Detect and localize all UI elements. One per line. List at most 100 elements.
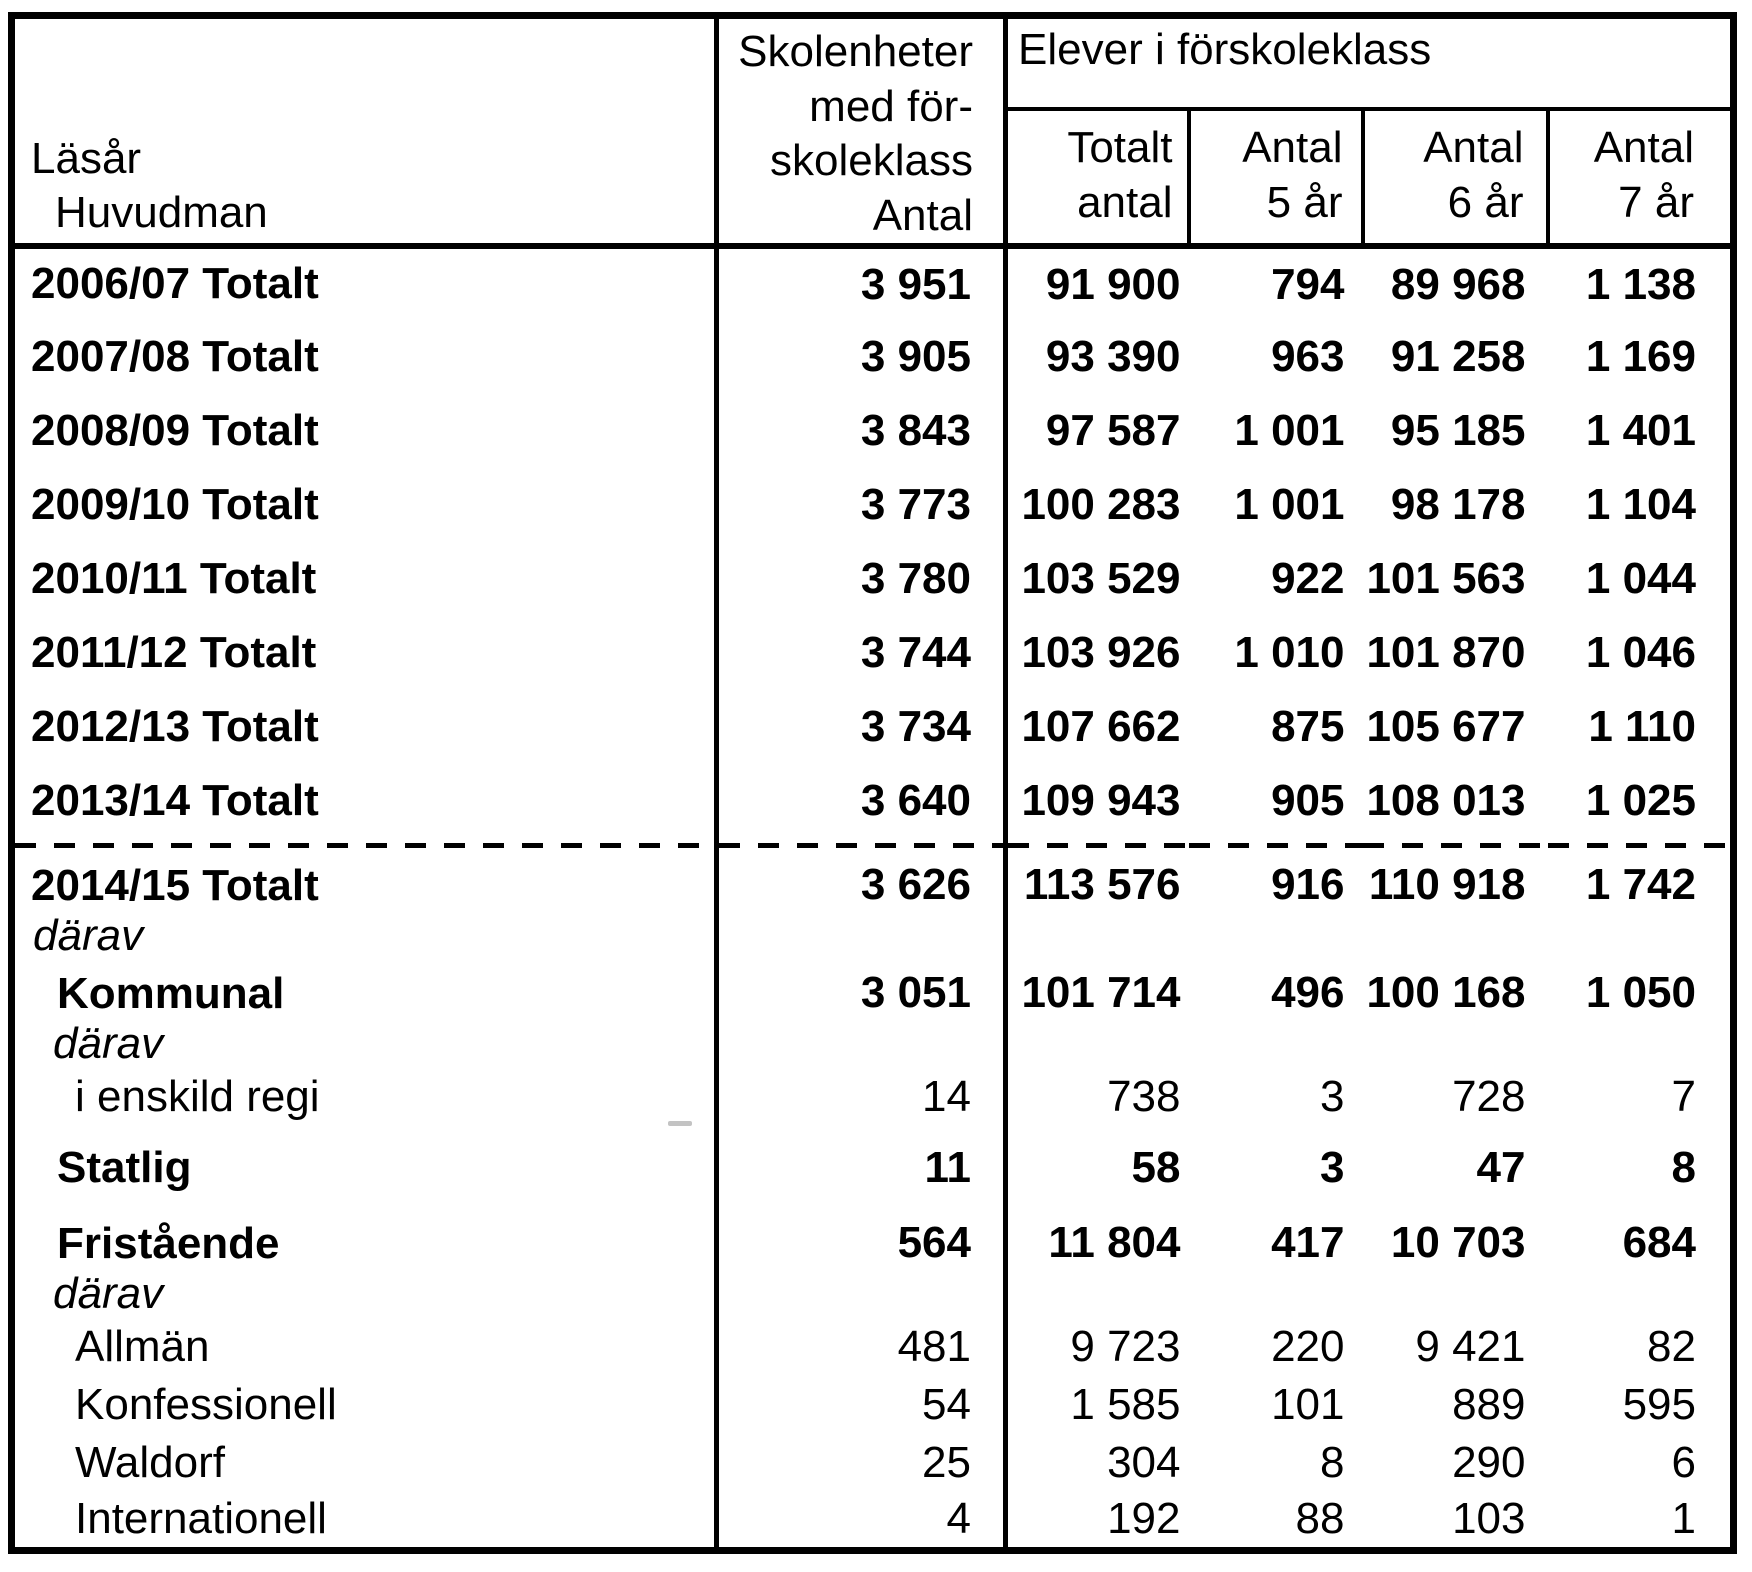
row-label-cell: 2006/07 Totalt xyxy=(12,246,717,320)
header-antal-6ar: Antal 6 år xyxy=(1360,109,1548,250)
cell-totalt-antal: 9 723 xyxy=(1003,1318,1189,1377)
cell-antal-7ar: 82 xyxy=(1647,1322,1696,1372)
row-label: Kommunal xyxy=(57,969,285,1019)
cell-skolenheter-antal: 481 xyxy=(714,1318,1006,1377)
cell-antal-5ar: 3 xyxy=(1320,1143,1345,1193)
cell-antal-5ar: 1 001 xyxy=(1234,406,1345,456)
dashed-separator-row xyxy=(11,838,1734,853)
header-7ar-line1: Antal xyxy=(1593,123,1694,173)
table-row: 2014/15 Totalt därav 3 626 113 576 916 1… xyxy=(12,852,1734,961)
cell-antal-6ar: 91 258 xyxy=(1390,332,1526,382)
cell-totalt-antal: 97 587 xyxy=(1003,394,1189,469)
row-label: 2014/15 Totalt xyxy=(31,861,319,911)
header-totalt-antal: Totalt antal xyxy=(1005,109,1189,250)
cell-antal-5ar: 905 xyxy=(1271,776,1345,826)
cell-antal-6ar: 89 968 xyxy=(1390,259,1526,309)
cell-antal-7ar: 1 044 xyxy=(1585,554,1696,604)
table-row: i enskild regi 14 738 3 728 7 xyxy=(12,1068,1734,1127)
scan-artifact-dash xyxy=(668,1121,692,1126)
cell-antal-7ar: 684 xyxy=(1622,1218,1696,1268)
table-row: 2007/08 Totalt 3 905 93 390 963 91 258 1… xyxy=(12,320,1734,395)
header-antal-7ar: Antal 7 år xyxy=(1545,109,1734,250)
row-label-cell: 2008/09 Totalt xyxy=(12,394,717,468)
row-label-cell: 2014/15 Totalt därav xyxy=(12,852,717,960)
forskoleklass-statistics-table: Läsår Huvudman Skolenheter med för- skol… xyxy=(8,12,1737,1554)
row-label: 2007/08 Totalt xyxy=(31,331,319,381)
table-row: Kommunal därav 3 051 101 714 496 100 168… xyxy=(12,960,1734,1069)
cell-skolenheter-antal: 3 780 xyxy=(714,542,1006,617)
table-row: Fristående därav 564 11 804 417 10 703 6… xyxy=(12,1210,1734,1319)
row-label-cell: Statlig xyxy=(12,1126,717,1210)
row-label: Waldorf xyxy=(75,1437,225,1487)
cell-antal-6ar: 9 421 xyxy=(1415,1322,1526,1372)
cell-totalt-antal: 101 714 xyxy=(1003,960,1189,1069)
separator-segment xyxy=(1362,838,1548,853)
cell-antal-6ar: 101 563 xyxy=(1366,554,1526,604)
cell-antal-7ar: 1 025 xyxy=(1585,776,1696,826)
cell-totalt-antal: 113 576 xyxy=(1003,852,1189,961)
row-label-cell: 2011/12 Totalt xyxy=(12,616,717,690)
row-label-cell: Allmän xyxy=(12,1318,717,1376)
cell-antal-6ar: 110 918 xyxy=(1368,860,1526,910)
row-label-cell: Fristående därav xyxy=(12,1210,717,1318)
row-label-cell: Kommunal därav xyxy=(12,960,717,1068)
row-label: 2008/09 Totalt xyxy=(31,405,319,455)
cell-totalt-antal: 1 585 xyxy=(1003,1376,1189,1435)
header-6ar-line2: 6 år xyxy=(1447,177,1524,227)
cell-skolenheter-antal: 3 640 xyxy=(714,764,1006,839)
cell-antal-7ar: 1 169 xyxy=(1585,332,1696,382)
cell-antal-5ar: 3 xyxy=(1320,1072,1345,1122)
row-label-cell: 2012/13 Totalt xyxy=(12,690,717,764)
header-huvudman-label: Huvudman xyxy=(55,187,268,237)
cell-antal-5ar: 8 xyxy=(1320,1438,1345,1488)
table-row: 2009/10 Totalt 3 773 100 283 1 001 98 17… xyxy=(12,468,1734,543)
header-skolenheter-line2: med för- xyxy=(809,81,973,131)
row-label: 2009/10 Totalt xyxy=(31,479,319,529)
table-row: Allmän 481 9 723 220 9 421 82 xyxy=(12,1318,1734,1377)
row-label: 2011/12 Totalt xyxy=(31,627,317,677)
cell-antal-6ar: 95 185 xyxy=(1390,406,1526,456)
cell-totalt-antal: 11 804 xyxy=(1003,1210,1189,1319)
cell-antal-7ar: 1 xyxy=(1671,1494,1696,1544)
cell-antal-5ar: 794 xyxy=(1271,259,1345,309)
header-skolenheter-line3: skoleklass xyxy=(770,136,973,186)
table-row: Internationell 4 192 88 103 1 xyxy=(12,1492,1734,1551)
cell-totalt-antal: 100 283 xyxy=(1003,468,1189,543)
cell-totalt-antal: 107 662 xyxy=(1003,690,1189,765)
header-antal-5ar: Antal 5 år xyxy=(1186,109,1363,250)
row-label: Fristående xyxy=(57,1219,280,1269)
row-label: Konfessionell xyxy=(75,1379,337,1429)
cell-skolenheter-antal: 14 xyxy=(714,1068,1006,1127)
cell-antal-7ar: 7 xyxy=(1671,1072,1696,1122)
row-label-cell: 2010/11 Totalt xyxy=(12,542,717,616)
header-skolenheter: Skolenheter med för- skoleklass Antal xyxy=(716,15,1008,250)
header-lasar-label: Läsår xyxy=(31,133,142,183)
cell-antal-7ar: 8 xyxy=(1671,1143,1696,1193)
row-label-cell: 2009/10 Totalt xyxy=(12,468,717,542)
row-label: Statlig xyxy=(57,1142,192,1192)
cell-skolenheter-antal: 3 051 xyxy=(714,960,1006,1069)
cell-skolenheter-antal: 3 905 xyxy=(714,320,1006,395)
cell-skolenheter-antal: 3 626 xyxy=(714,852,1006,961)
header-skolenheter-line4: Antal xyxy=(872,190,973,240)
cell-antal-6ar: 47 xyxy=(1476,1143,1526,1193)
cell-antal-5ar: 916 xyxy=(1271,860,1345,910)
cell-antal-6ar: 108 013 xyxy=(1366,776,1526,826)
table-row: Waldorf 25 304 8 290 6 xyxy=(12,1434,1734,1493)
header-6ar-line1: Antal xyxy=(1423,123,1524,173)
cell-totalt-antal: 738 xyxy=(1003,1068,1189,1127)
cell-antal-6ar: 728 xyxy=(1452,1072,1526,1122)
row-sublabel-darav: därav xyxy=(53,1019,164,1069)
header-7ar-line2: 7 år xyxy=(1618,177,1694,227)
row-label: 2010/11 Totalt xyxy=(31,553,317,603)
separator-segment xyxy=(714,838,1006,853)
cell-antal-5ar: 1 010 xyxy=(1234,628,1345,678)
table-row: 2008/09 Totalt 3 843 97 587 1 001 95 185… xyxy=(12,394,1734,469)
separator-segment xyxy=(1003,838,1189,853)
cell-totalt-antal: 103 529 xyxy=(1003,542,1189,617)
table-row: 2006/07 Totalt 3 951 91 900 794 89 968 1… xyxy=(12,246,1734,321)
cell-totalt-antal: 93 390 xyxy=(1003,320,1189,395)
cell-antal-5ar: 922 xyxy=(1271,554,1345,604)
cell-antal-6ar: 290 xyxy=(1452,1438,1526,1488)
row-label: i enskild regi xyxy=(75,1071,320,1121)
